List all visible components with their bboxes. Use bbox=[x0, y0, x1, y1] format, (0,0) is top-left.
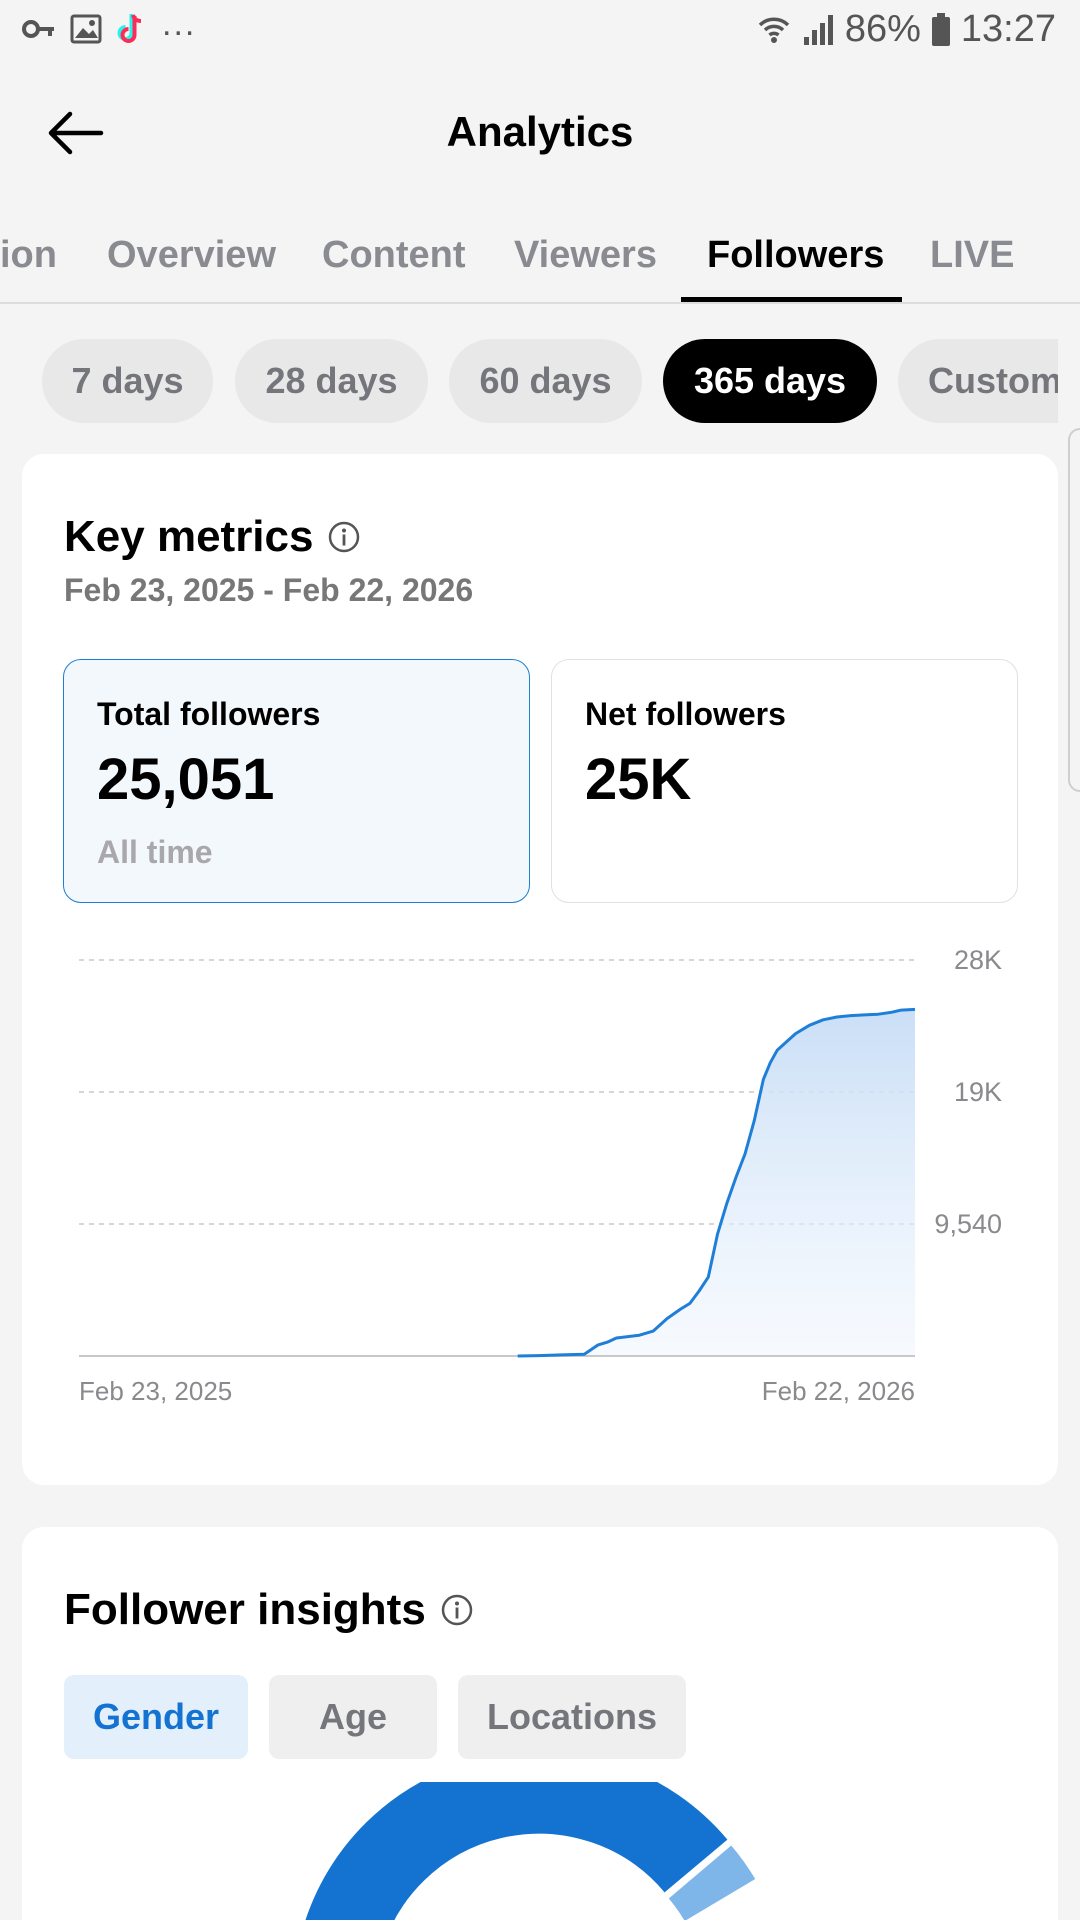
follower-insights-card: Follower insights Gender Age Locations bbox=[22, 1527, 1058, 1920]
pill-365-days[interactable]: 365 days bbox=[663, 339, 877, 423]
segment-age[interactable]: Age bbox=[269, 1675, 437, 1759]
net-followers-value: 25K bbox=[585, 747, 692, 812]
tab-followers[interactable]: Followers bbox=[707, 234, 885, 276]
wifi-icon bbox=[757, 13, 791, 47]
active-tab-indicator bbox=[681, 297, 902, 302]
x-tick-label: Feb 22, 2026 bbox=[762, 1376, 915, 1404]
date-range-label: Feb 23, 2025 - Feb 22, 2026 bbox=[64, 572, 474, 608]
pill-custom[interactable]: Custom bbox=[898, 339, 1058, 423]
edge-handle[interactable] bbox=[1068, 428, 1080, 792]
analytics-tabs: ion Overview Content Viewers Followers L… bbox=[0, 222, 1080, 304]
followers-chart: 28K 19K 9,540 Feb 23, 2025 Feb 22, 2026 bbox=[22, 924, 1058, 1404]
status-overflow: ... bbox=[162, 4, 197, 43]
followers-line bbox=[517, 1007, 916, 1358]
gender-donut-chart bbox=[22, 1782, 1058, 1920]
tab-live[interactable]: LIVE bbox=[930, 234, 1015, 276]
battery-percent: 86% bbox=[844, 8, 921, 50]
donut-segment-primary bbox=[305, 1782, 728, 1920]
battery-icon bbox=[931, 12, 951, 47]
segment-gender[interactable]: Gender bbox=[64, 1675, 248, 1759]
tab-overview[interactable]: Overview bbox=[107, 234, 276, 276]
page-title: Analytics bbox=[446, 108, 634, 155]
total-followers-value: 25,051 bbox=[97, 747, 275, 812]
key-metrics-header: Key metrics bbox=[64, 512, 361, 562]
info-icon[interactable] bbox=[440, 1593, 474, 1627]
pill-28-days[interactable]: 28 days bbox=[235, 339, 428, 423]
area-fill bbox=[517, 1009, 915, 1356]
donut-segment-secondary bbox=[668, 1845, 756, 1920]
total-followers-card[interactable]: Total followers 25,051 All time bbox=[63, 659, 530, 903]
app-header: Analytics bbox=[0, 90, 1080, 180]
x-tick-label: Feb 23, 2025 bbox=[79, 1376, 232, 1404]
tiktok-icon bbox=[116, 12, 148, 46]
arrow-left-icon bbox=[46, 110, 104, 161]
image-icon bbox=[70, 14, 102, 44]
total-followers-label: Total followers bbox=[97, 696, 321, 732]
y-tick-label: 19K bbox=[954, 1077, 1002, 1107]
key-metrics-card: Key metrics Feb 23, 2025 - Feb 22, 2026 … bbox=[22, 454, 1058, 1485]
key-icon bbox=[22, 18, 56, 40]
key-metrics-title: Key metrics bbox=[64, 512, 314, 561]
tab-content[interactable]: Content bbox=[322, 234, 466, 276]
y-tick-label: 28K bbox=[954, 945, 1002, 975]
back-button[interactable] bbox=[40, 100, 110, 170]
net-followers-card[interactable]: Net followers 25K bbox=[551, 659, 1018, 903]
net-followers-label: Net followers bbox=[585, 696, 786, 732]
tab-viewers[interactable]: Viewers bbox=[514, 234, 657, 276]
pill-7-days[interactable]: 7 days bbox=[42, 339, 213, 423]
date-range-selector: 7 days 28 days 60 days 365 days Custom bbox=[42, 339, 1058, 423]
pill-60-days[interactable]: 60 days bbox=[449, 339, 642, 423]
follower-insights-header: Follower insights bbox=[64, 1585, 474, 1635]
follower-insights-title: Follower insights bbox=[64, 1585, 426, 1634]
segment-locations[interactable]: Locations bbox=[458, 1675, 686, 1759]
info-icon[interactable] bbox=[327, 520, 361, 554]
clock: 13:27 bbox=[960, 8, 1056, 50]
tab-inspiration[interactable]: ion bbox=[0, 234, 57, 276]
y-tick-label: 9,540 bbox=[934, 1209, 1002, 1239]
total-followers-period: All time bbox=[97, 834, 213, 870]
status-bar: ... 86% 13:27 bbox=[0, 0, 1080, 64]
signal-icon bbox=[801, 13, 835, 47]
followers-chart-svg: 28K 19K 9,540 Feb 23, 2025 Feb 22, 2026 bbox=[79, 945, 1002, 1404]
